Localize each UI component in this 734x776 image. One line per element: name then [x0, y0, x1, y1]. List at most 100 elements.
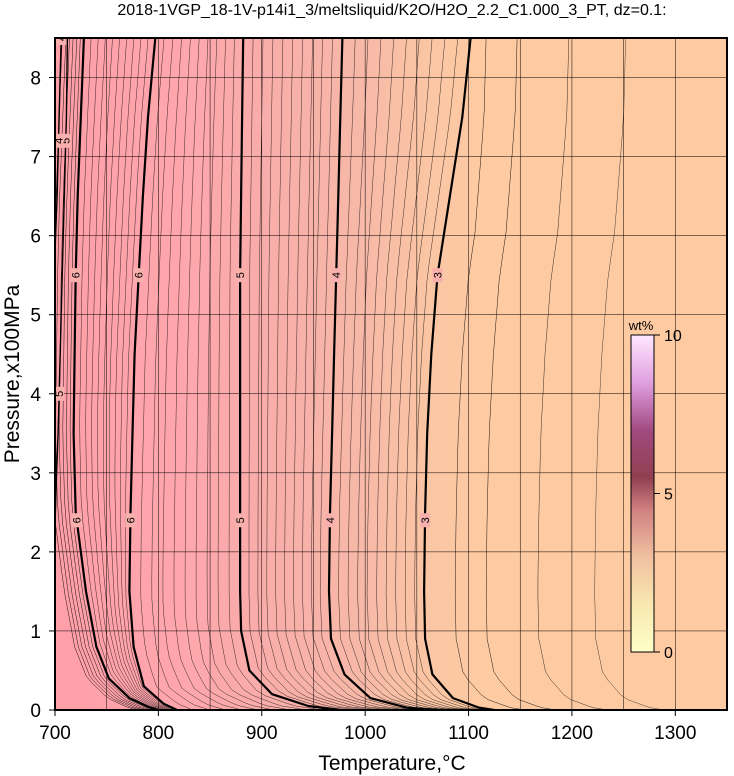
- contour-label: 4: [54, 138, 66, 144]
- contour-label: 5: [235, 517, 247, 523]
- x-tick-label: 1000: [344, 723, 386, 744]
- thin-contour-line: [206, 38, 291, 710]
- y-tick-label: 5: [30, 306, 41, 327]
- contour-label: 5: [61, 138, 73, 144]
- contour-label: 6: [71, 272, 83, 278]
- thin-contour-line: [594, 38, 666, 710]
- y-tick-label: 6: [30, 227, 41, 248]
- chart-title: 2018-1VGP_18-1V-p14i1_3/meltsliquid/K2O/…: [117, 2, 666, 19]
- colorbar-swatch: [630, 334, 655, 653]
- plot-frame: [54, 37, 728, 711]
- thin-contour-line: [284, 38, 389, 710]
- thin-contour-line: [55, 38, 137, 710]
- thin-contour-line: [376, 38, 467, 710]
- thin-contour-line: [228, 38, 324, 710]
- contour-label: 4: [325, 517, 337, 523]
- thin-contour-line: [357, 38, 455, 710]
- thin-contour-line: [248, 38, 350, 710]
- contour-label-bg: [331, 268, 342, 283]
- thin-contour-line: [55, 38, 141, 710]
- contour-label-bg: [432, 268, 443, 283]
- y-tick-label: 1: [30, 622, 41, 643]
- contour-label: 6: [72, 517, 84, 523]
- x-axis-label: Temperature,°C: [318, 752, 465, 775]
- thin-contour-line: [69, 38, 155, 710]
- thin-contour-line: [97, 38, 166, 710]
- contour-line-4: [327, 38, 438, 710]
- thin-contour-line: [385, 38, 472, 710]
- thin-contour-line: [404, 38, 484, 710]
- thin-contour-line: [275, 38, 379, 710]
- colorbar-tick-label: 0: [664, 645, 673, 662]
- x-tick-label: 1200: [551, 723, 593, 744]
- thin-contour-line: [347, 38, 449, 710]
- thin-contour-line: [62, 38, 148, 710]
- thin-contour-line: [195, 38, 275, 710]
- contour-label: 3: [420, 517, 432, 523]
- x-tick-label: 800: [143, 723, 175, 744]
- y-axis-ticks: 0 1 2 3 4 5 6 7 8: [30, 69, 55, 722]
- thin-contour-line: [338, 38, 444, 710]
- contour-label: 6: [125, 517, 137, 523]
- contour-label-bg: [55, 133, 64, 148]
- plot-background: [55, 38, 727, 710]
- y-tick-label: 8: [30, 69, 41, 90]
- thin-contour-line: [366, 38, 461, 710]
- thin-contour-line: [257, 38, 360, 710]
- thin-contour-line: [173, 38, 242, 710]
- thin-contour-line: [140, 38, 194, 710]
- y-tick-label: 7: [30, 148, 41, 169]
- contour-line-6: [128, 38, 178, 710]
- x-tick-label: 700: [39, 723, 71, 744]
- thin-contour-line: [125, 38, 176, 710]
- thin-contour-line: [91, 38, 165, 710]
- thin-contour-line: [311, 38, 418, 710]
- contour-label: 5: [235, 272, 247, 278]
- x-tick-label: 1300: [654, 723, 696, 744]
- contour-label: 4: [331, 272, 343, 278]
- thin-contour-line: [162, 38, 226, 710]
- thin-contour-line: [395, 38, 478, 710]
- contour-label-bg: [235, 268, 246, 283]
- thin-contour-line: [151, 38, 210, 710]
- thin-contour-line: [537, 38, 609, 710]
- colorbar: wt% 0 5 10: [628, 318, 682, 662]
- y-tick-label: 2: [30, 543, 41, 564]
- y-tick-label: 4: [30, 385, 41, 406]
- y-axis-label: Pressure,x100MPa: [1, 284, 24, 463]
- thin-contour-line: [120, 38, 174, 710]
- contour-label-bg: [55, 386, 65, 401]
- x-tick-label: 1100: [448, 723, 489, 744]
- thin-contour-line: [79, 38, 161, 710]
- contour-line-5: [239, 38, 340, 710]
- thin-contour-line: [302, 38, 409, 710]
- colorbar-tick-label: 10: [664, 328, 682, 345]
- thin-contour-line: [58, 38, 144, 710]
- contour-label-bg: [420, 513, 431, 528]
- x-axis-ticks: 700 800 900 1000 1100 1200 1300: [39, 710, 696, 744]
- colorbar-tick-label: 5: [664, 487, 673, 504]
- contour-label-bg: [235, 513, 246, 528]
- contour-label: 3: [433, 272, 445, 278]
- thin-contour-line: [108, 38, 170, 710]
- colorbar-label: wt%: [628, 318, 654, 333]
- contour-label-bg: [56, 38, 67, 45]
- thin-contour-line: [454, 38, 526, 710]
- colorbar-ticks: 0 5 10: [654, 328, 682, 662]
- thin-contour-line: [85, 38, 163, 710]
- contour-label-bg: [60, 133, 71, 148]
- contour-label-bg: [324, 513, 335, 528]
- contour-label: 4: [56, 35, 68, 41]
- thin-contour-line: [293, 38, 399, 710]
- contour-label-bg: [133, 268, 144, 283]
- contour-line-4: [55, 38, 62, 252]
- y-tick-label: 3: [30, 464, 41, 485]
- contour-line-5: [55, 38, 69, 529]
- contour-label-bg: [71, 513, 82, 528]
- contour-line-6: [72, 38, 159, 710]
- thin-contour-line: [103, 38, 168, 710]
- contour-label-bg: [125, 513, 136, 528]
- thin-contour-line: [319, 38, 428, 710]
